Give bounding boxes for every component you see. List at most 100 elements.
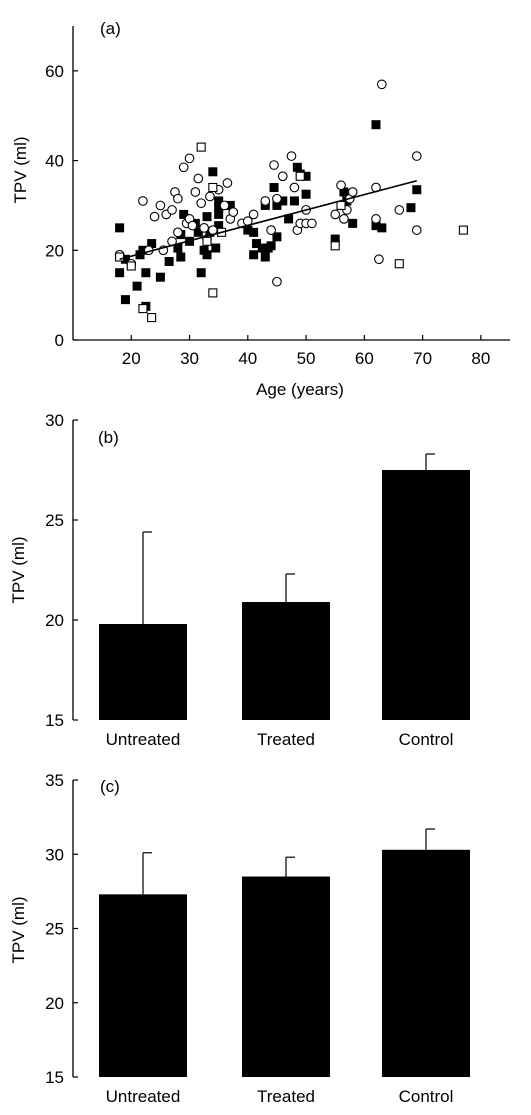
x-tick-label-a: 50 — [297, 349, 316, 368]
data-point-open-circle — [374, 254, 384, 265]
data-point-open-circle — [269, 160, 279, 170]
data-point-open-circle — [347, 187, 358, 197]
data-point-open-circle — [272, 193, 282, 204]
data-point-open-square — [208, 182, 218, 193]
data-point-open-square — [138, 304, 148, 314]
y-tick-label-c: 30 — [45, 845, 64, 864]
data-point-open-square — [202, 236, 212, 246]
data-point-open-square — [336, 200, 346, 210]
scatter-panel-a: (a) Age (years) TPV (ml) 0 20 40 60 20 30 40 50… — [11, 19, 510, 399]
y-tick-label-a: 0 — [55, 331, 64, 350]
regression-line — [119, 179, 417, 261]
data-point-filled-square — [214, 209, 224, 219]
data-point-filled-square — [412, 185, 422, 195]
data-point-open-circle — [248, 209, 259, 220]
x-tick-label-a: 40 — [238, 349, 257, 368]
data-point-filled-square — [115, 223, 125, 233]
bar-treated — [242, 876, 330, 1077]
data-point-filled-square — [266, 241, 276, 251]
data-point-open-circle — [371, 214, 381, 224]
data-point-filled-square — [211, 243, 221, 253]
data-point-open-circle — [339, 214, 349, 224]
y-tick-label-c: 15 — [45, 1068, 64, 1087]
data-point-open-circle — [266, 225, 276, 235]
category-label: Treated — [257, 730, 315, 749]
category-label: Untreated — [106, 1087, 181, 1106]
data-point-filled-square — [371, 120, 381, 130]
data-point-filled-square — [202, 212, 212, 222]
data-point-filled-square — [196, 268, 206, 278]
data-point-filled-square — [260, 252, 270, 262]
y-tick-label-a: 20 — [45, 241, 64, 260]
data-point-open-circle — [178, 162, 189, 173]
data-point-open-circle — [272, 276, 282, 287]
data-point-filled-square — [348, 218, 358, 228]
data-point-open-circle — [138, 196, 148, 206]
data-point-open-circle — [219, 200, 230, 211]
data-point-open-circle — [222, 178, 233, 188]
data-point-open-square — [295, 171, 305, 181]
data-point-filled-square — [176, 252, 186, 262]
y-axis-label-b: TPV (ml) — [9, 536, 28, 603]
data-point-open-circle — [376, 79, 387, 90]
data-point-filled-square — [301, 189, 311, 199]
y-tick-label-a: 60 — [45, 62, 64, 81]
data-point-open-circle — [173, 227, 183, 238]
data-point-filled-square — [272, 232, 282, 242]
category-label: Control — [399, 1087, 454, 1106]
data-point-open-square — [458, 225, 468, 235]
data-point-open-circle — [149, 211, 160, 222]
y-tick-label-c: 25 — [45, 920, 64, 939]
y-tick-label-b: 15 — [45, 711, 64, 730]
data-point-filled-square — [377, 223, 387, 233]
data-point-open-square — [115, 252, 125, 262]
data-point-open-circle — [173, 193, 183, 204]
data-point-open-circle — [330, 209, 341, 220]
data-point-open-square — [330, 241, 340, 251]
x-tick-label-a: 70 — [413, 349, 432, 368]
data-point-open-circle — [184, 153, 195, 164]
data-point-open-circle — [289, 182, 300, 193]
bar-panel-b: (b) TPV (ml) 15 20 25 30 Untreated Treated Con… — [9, 411, 470, 749]
data-point-open-circle — [260, 196, 271, 206]
data-point-filled-square — [406, 203, 416, 213]
x-tick-label-a: 60 — [355, 349, 374, 368]
data-point-open-circle — [277, 171, 288, 182]
data-point-filled-square — [202, 250, 212, 260]
data-point-open-circle — [411, 151, 422, 161]
data-point-open-circle — [155, 200, 166, 211]
y-tick-label-b: 25 — [45, 511, 64, 530]
data-point-open-square — [147, 313, 157, 323]
data-point-filled-square — [120, 295, 130, 305]
data-point-open-circle — [199, 223, 209, 233]
bar-untreated — [99, 894, 187, 1077]
data-point-filled-square — [289, 196, 299, 206]
data-point-open-circle — [190, 187, 201, 197]
data-point-open-circle — [167, 205, 177, 215]
data-point-open-square — [208, 288, 218, 298]
data-point-open-circle — [336, 180, 346, 191]
data-point-filled-square — [249, 250, 259, 260]
data-point-filled-square — [269, 182, 279, 192]
bar-control — [382, 849, 470, 1077]
bar-untreated — [99, 624, 187, 720]
x-tick-label-a: 80 — [471, 349, 490, 368]
data-point-open-circle — [394, 205, 405, 215]
y-axis-label-c: TPV (ml) — [9, 896, 28, 963]
data-point-filled-square — [115, 268, 125, 278]
bar-panel-c: (c) TPV (ml) 15 20 25 30 35 Untreated Treated C… — [9, 771, 470, 1106]
data-point-open-circle — [205, 191, 215, 202]
data-point-filled-square — [164, 257, 174, 266]
category-label: Treated — [257, 1087, 315, 1106]
y-axis-label-a: TPV (ml) — [11, 136, 30, 203]
data-point-open-circle — [286, 151, 297, 161]
data-point-filled-square — [141, 268, 151, 278]
data-point-filled-square — [155, 272, 165, 282]
data-point-open-circle — [193, 173, 204, 184]
panel-label-b: (b) — [98, 428, 119, 447]
category-label: Untreated — [106, 730, 181, 749]
panel-label-c: (c) — [100, 777, 120, 796]
data-point-open-square — [126, 261, 136, 271]
bar-treated — [242, 602, 330, 720]
